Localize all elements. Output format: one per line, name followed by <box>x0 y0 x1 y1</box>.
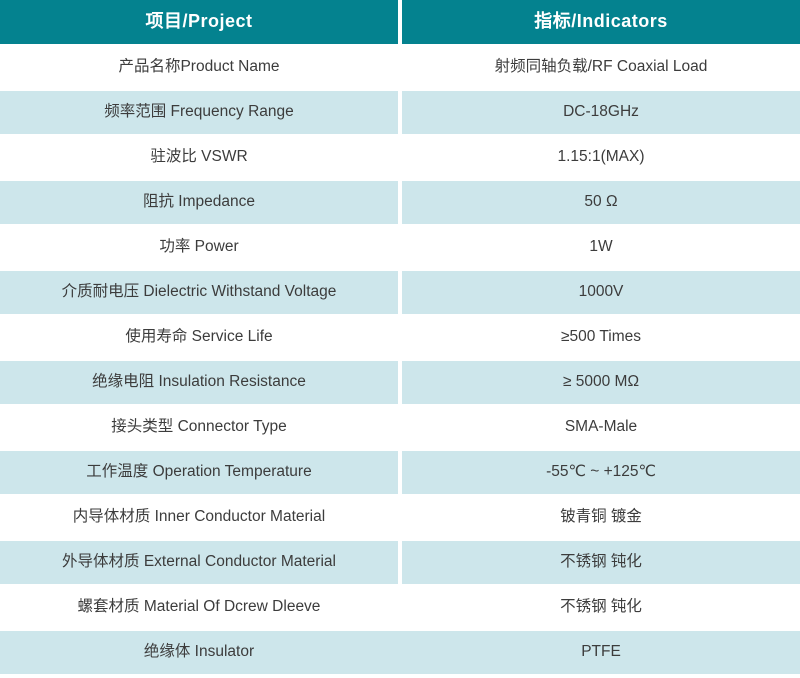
spec-label-cell: 内导体材质 Inner Conductor Material <box>0 496 402 539</box>
spec-label-cell: 工作温度 Operation Temperature <box>0 451 402 494</box>
spec-row-vswr: 驻波比 VSWR 1.15:1(MAX) <box>0 136 800 181</box>
spec-row-operation-temperature: 工作温度 Operation Temperature -55℃ ~ +125℃ <box>0 451 800 496</box>
spec-label-cell: 阻抗 Impedance <box>0 181 402 224</box>
spec-label-cell: 接头类型 Connector Type <box>0 406 402 449</box>
spec-row-power: 功率 Power 1W <box>0 226 800 271</box>
spec-row-external-conductor-material: 外导体材质 External Conductor Material 不锈钢 钝化 <box>0 541 800 586</box>
spec-row-insulation-resistance: 绝缘电阻 Insulation Resistance ≥ 5000 MΩ <box>0 361 800 406</box>
spec-row-product-name: 产品名称Product Name 射频同轴负载/RF Coaxial Load <box>0 46 800 91</box>
spec-value-cell: -55℃ ~ +125℃ <box>402 451 800 494</box>
spec-row-service-life: 使用寿命 Service Life ≥500 Times <box>0 316 800 361</box>
spec-value-cell: 50 Ω <box>402 181 800 224</box>
header-project-cell: 项目/Project <box>0 0 402 44</box>
spec-value-cell: 1.15:1(MAX) <box>402 136 800 179</box>
spec-value-cell: 1W <box>402 226 800 269</box>
spec-label-cell: 外导体材质 External Conductor Material <box>0 541 402 584</box>
spec-label-cell: 驻波比 VSWR <box>0 136 402 179</box>
spec-row-impedance: 阻抗 Impedance 50 Ω <box>0 181 800 226</box>
spec-value-cell: 不锈钢 钝化 <box>402 541 800 584</box>
table-header-row: 项目/Project 指标/Indicators <box>0 0 800 46</box>
spec-row-connector-type: 接头类型 Connector Type SMA-Male <box>0 406 800 451</box>
spec-row-insulator: 绝缘体 Insulator PTFE <box>0 631 800 678</box>
spec-value-cell: 不锈钢 钝化 <box>402 586 800 629</box>
spec-row-screw-sleeve-material: 螺套材质 Material Of Dcrew Dleeve 不锈钢 钝化 <box>0 586 800 631</box>
spec-label-cell: 功率 Power <box>0 226 402 269</box>
spec-row-inner-conductor-material: 内导体材质 Inner Conductor Material 铍青铜 镀金 <box>0 496 800 541</box>
spec-row-dielectric-withstand-voltage: 介质耐电压 Dielectric Withstand Voltage 1000V <box>0 271 800 316</box>
spec-value-cell: PTFE <box>402 631 800 674</box>
spec-value-cell: ≥ 5000 MΩ <box>402 361 800 404</box>
spec-value-cell: 1000V <box>402 271 800 314</box>
spec-row-frequency-range: 频率范围 Frequency Range DC-18GHz <box>0 91 800 136</box>
spec-value-cell: 铍青铜 镀金 <box>402 496 800 539</box>
header-indicators-cell: 指标/Indicators <box>402 0 800 44</box>
spec-value-cell: 射频同轴负载/RF Coaxial Load <box>402 46 800 89</box>
spec-value-cell: ≥500 Times <box>402 316 800 359</box>
spec-label-cell: 绝缘电阻 Insulation Resistance <box>0 361 402 404</box>
spec-label-cell: 频率范围 Frequency Range <box>0 91 402 134</box>
spec-label-cell: 绝缘体 Insulator <box>0 631 402 674</box>
spec-value-cell: SMA-Male <box>402 406 800 449</box>
spec-value-cell: DC-18GHz <box>402 91 800 134</box>
spec-label-cell: 产品名称Product Name <box>0 46 402 89</box>
spec-label-cell: 介质耐电压 Dielectric Withstand Voltage <box>0 271 402 314</box>
spec-label-cell: 螺套材质 Material Of Dcrew Dleeve <box>0 586 402 629</box>
spec-label-cell: 使用寿命 Service Life <box>0 316 402 359</box>
